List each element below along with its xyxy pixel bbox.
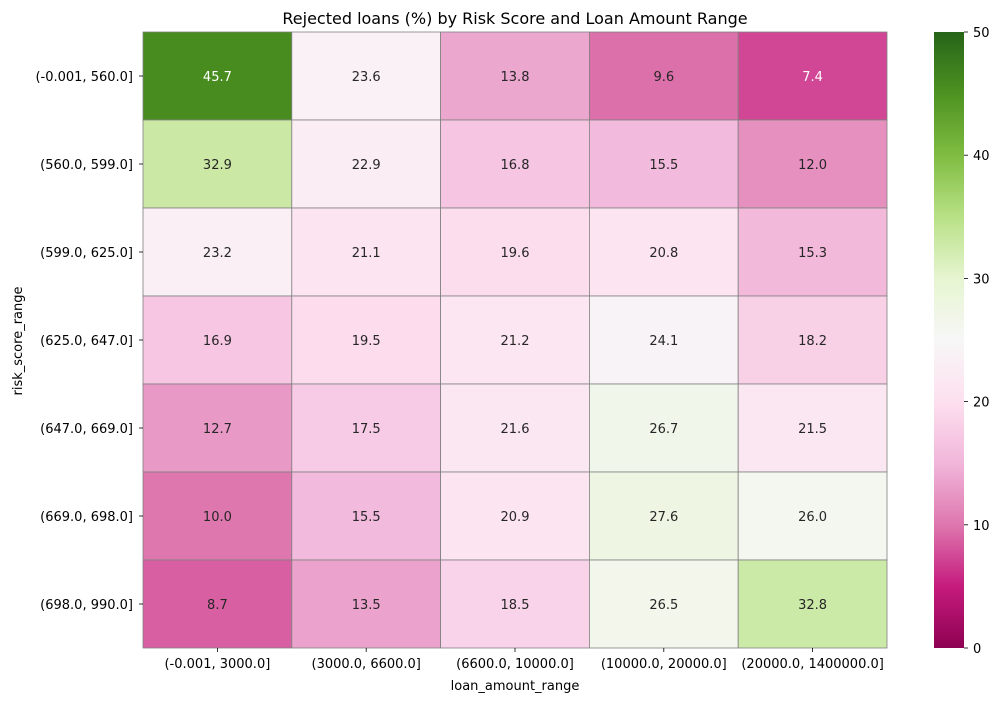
cell-value-label: 8.7 xyxy=(207,598,228,613)
heatmap-cell xyxy=(291,207,441,297)
cell-value-label: 45.7 xyxy=(203,70,232,85)
heatmap-cell xyxy=(440,383,590,473)
cell-value-label: 27.6 xyxy=(649,510,678,525)
heatmap-cell xyxy=(142,383,293,473)
chart-title: Rejected loans (%) by Risk Score and Loa… xyxy=(282,9,747,28)
heatmap-cell xyxy=(440,119,590,209)
cell-value-label: 23.2 xyxy=(203,246,232,261)
colorbar: 0 10 20 30 40 50 xyxy=(934,26,990,657)
x-tick-label: (10000.0, 20000.0] xyxy=(601,657,727,672)
heatmap-cell xyxy=(737,31,888,121)
y-tick-label: (-0.001, 560.0] xyxy=(35,70,133,85)
heatmap-cell xyxy=(142,31,293,121)
cell-value-label: 9.6 xyxy=(653,70,674,85)
heatmap-cell xyxy=(142,119,293,209)
x-tick-labels: (-0.001, 3000.0] (3000.0, 6600.0] (6600.0,… xyxy=(164,648,884,672)
x-tick-label: (6600.0, 10000.0] xyxy=(456,657,574,672)
cell-value-label: 32.8 xyxy=(798,598,827,613)
cell-value-label: 24.1 xyxy=(649,334,678,349)
cell-value-label: 13.8 xyxy=(501,70,530,85)
cell-value-label: 15.3 xyxy=(798,246,827,261)
y-tick-labels: (-0.001, 560.0] (560.0, 599.0] (599.0, 625… xyxy=(35,70,143,613)
heatmap-cell xyxy=(291,471,441,561)
heatmap-cell xyxy=(737,295,888,385)
heatmap-cells xyxy=(142,31,888,649)
x-tick-label: (-0.001, 3000.0] xyxy=(164,657,270,672)
heatmap-cell xyxy=(440,207,590,297)
y-tick-label: (669.0, 698.0] xyxy=(40,510,133,525)
cell-value-label: 7.4 xyxy=(802,70,823,85)
y-tick-label: (625.0, 647.0] xyxy=(40,334,133,349)
cell-value-label: 19.5 xyxy=(352,334,381,349)
heatmap-cell xyxy=(737,119,888,209)
cell-value-label: 15.5 xyxy=(352,510,381,525)
y-axis-label: risk_score_range xyxy=(11,287,26,396)
cell-value-label: 17.5 xyxy=(352,422,381,437)
y-tick-label: (698.0, 990.0] xyxy=(40,598,133,613)
cell-value-label: 12.0 xyxy=(798,158,827,173)
cell-value-label: 12.7 xyxy=(203,422,232,437)
cell-value-label: 21.5 xyxy=(798,422,827,437)
x-axis-label: loan_amount_range xyxy=(451,679,580,694)
heatmap-cell xyxy=(142,559,293,649)
y-tick-label: (560.0, 599.0] xyxy=(40,158,133,173)
cell-value-label: 21.2 xyxy=(501,334,530,349)
colorbar-tick-label: 40 xyxy=(973,149,990,164)
x-tick-label: (3000.0, 6600.0] xyxy=(312,657,421,672)
cell-value-label: 21.6 xyxy=(501,422,530,437)
colorbar-tick-label: 30 xyxy=(973,272,990,287)
heatmap-cell xyxy=(291,31,441,121)
heatmap-cell xyxy=(589,295,739,385)
colorbar-tick-label: 20 xyxy=(973,396,990,411)
heatmap-cell xyxy=(440,471,590,561)
heatmap-cell xyxy=(737,207,888,297)
heatmap-cell xyxy=(589,31,739,121)
heatmap-cell xyxy=(737,471,888,561)
cell-value-label: 18.2 xyxy=(798,334,827,349)
x-tick-label: (20000.0, 1400000.0] xyxy=(741,657,883,672)
heatmap-cell xyxy=(440,31,590,121)
cell-value-label: 22.9 xyxy=(352,158,381,173)
cell-value-label: 16.9 xyxy=(203,334,232,349)
cell-value-label: 26.0 xyxy=(798,510,827,525)
heatmap-cell xyxy=(291,383,441,473)
colorbar-tick-label: 50 xyxy=(973,26,990,41)
cell-value-label: 26.7 xyxy=(649,422,678,437)
cell-value-label: 15.5 xyxy=(649,158,678,173)
heatmap-cell xyxy=(589,471,739,561)
cell-value-label: 13.5 xyxy=(352,598,381,613)
cell-value-label: 16.8 xyxy=(501,158,530,173)
colorbar-tick-label: 10 xyxy=(973,519,990,534)
heatmap-cell xyxy=(291,295,441,385)
cell-value-label: 18.5 xyxy=(501,598,530,613)
cell-value-label: 23.6 xyxy=(352,70,381,85)
colorbar-tick-label: 0 xyxy=(973,642,981,657)
cell-value-label: 26.5 xyxy=(649,598,678,613)
heatmap-cell xyxy=(737,383,888,473)
cell-value-label: 32.9 xyxy=(203,158,232,173)
cell-value-label: 20.8 xyxy=(649,246,678,261)
y-tick-label: (599.0, 625.0] xyxy=(40,246,133,261)
heatmap-cell xyxy=(440,295,590,385)
cell-value-label: 20.9 xyxy=(501,510,530,525)
cell-value-label: 10.0 xyxy=(203,510,232,525)
heatmap-cell xyxy=(737,559,888,649)
heatmap-cell-labels: 45.7 23.6 13.8 9.6 7.4 32.9 22.9 16.8 15.5 12.0 23… xyxy=(203,70,827,613)
colorbar-gradient xyxy=(934,32,964,648)
cell-value-label: 19.6 xyxy=(501,246,530,261)
heatmap-cell xyxy=(589,559,739,649)
heatmap-cell xyxy=(589,207,739,297)
y-tick-label: (647.0, 669.0] xyxy=(40,422,133,437)
cell-value-label: 21.1 xyxy=(352,246,381,261)
